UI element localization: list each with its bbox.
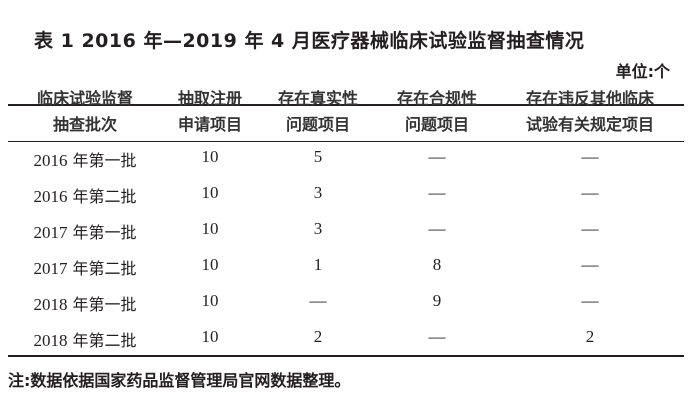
sampled-cell: 10 [201,147,219,166]
other-cell: — [581,255,599,274]
header-batch: 临床试验监督 抽查批次 [37,86,133,138]
authenticity-cell: — [309,291,327,310]
year: 2018 [33,331,68,350]
year: 2017 [33,259,68,278]
compliance-cell: — [428,219,446,238]
top-rule [8,104,684,106]
batch-cell: 2016 年第一批 [33,147,136,171]
authenticity-cell: 2 [313,327,323,346]
other-cell: 2 [585,327,595,346]
compliance-cell: — [428,327,446,346]
header-line: 抽查批次 [52,115,118,134]
header-line: 临床试验监督 [36,89,134,108]
header-sampled: 抽取注册 申请项目 [178,86,242,138]
authenticity-cell: 5 [313,147,323,166]
batch-cell: 2018 年第一批 [33,291,136,315]
header-authenticity: 存在真实性 问题项目 [278,86,358,138]
header-line: 存在合规性 [396,89,478,108]
sampled-cell: 10 [201,255,219,274]
header-rule [8,141,684,142]
header-line: 申请项目 [177,115,243,134]
authenticity-cell: 3 [313,219,323,238]
batch: 年第一批 [67,223,137,242]
header-other: 存在违反其他临床 试验有关规定项目 [526,86,654,138]
other-cell: — [581,183,599,202]
header-line: 抽取注册 [177,89,243,108]
year: 2018 [33,295,68,314]
other-cell: — [581,291,599,310]
bottom-rule [8,355,684,357]
compliance-cell: 9 [432,291,442,310]
authenticity-cell: 1 [313,255,323,274]
compliance-cell: — [428,147,446,166]
header-compliance: 存在合规性 问题项目 [397,86,477,138]
other-cell: — [581,219,599,238]
header-line: 试验有关规定项目 [525,115,655,134]
batch: 年第二批 [67,259,137,278]
header-line: 问题项目 [285,115,351,134]
batch-cell: 2017 年第二批 [33,255,136,279]
batch-cell: 2018 年第二批 [33,327,136,351]
year: 2016 [33,151,68,170]
table-title: 表 1 2016 年—2019 年 4 月医疗器械临床试验监督抽查情况 [34,30,585,52]
sampled-cell: 10 [201,327,219,346]
table-note: 注:数据依据国家药品监督管理局官网数据整理。 [8,371,351,390]
authenticity-cell: 3 [313,183,323,202]
batch: 年第二批 [67,331,137,350]
other-cell: — [581,147,599,166]
header-line: 存在违反其他临床 [525,89,655,108]
batch: 年第一批 [67,151,137,170]
sampled-cell: 10 [201,183,219,202]
year: 2016 [33,187,68,206]
batch-cell: 2017 年第一批 [33,219,136,243]
batch-cell: 2016 年第二批 [33,183,136,207]
compliance-cell: 8 [432,255,442,274]
compliance-cell: — [428,183,446,202]
batch: 年第二批 [67,187,137,206]
sampled-cell: 10 [201,219,219,238]
sampled-cell: 10 [201,291,219,310]
batch: 年第一批 [67,295,137,314]
unit-label: 单位:个 [615,62,670,81]
year: 2017 [33,223,68,242]
header-line: 存在真实性 [277,89,359,108]
header-line: 问题项目 [404,115,470,134]
